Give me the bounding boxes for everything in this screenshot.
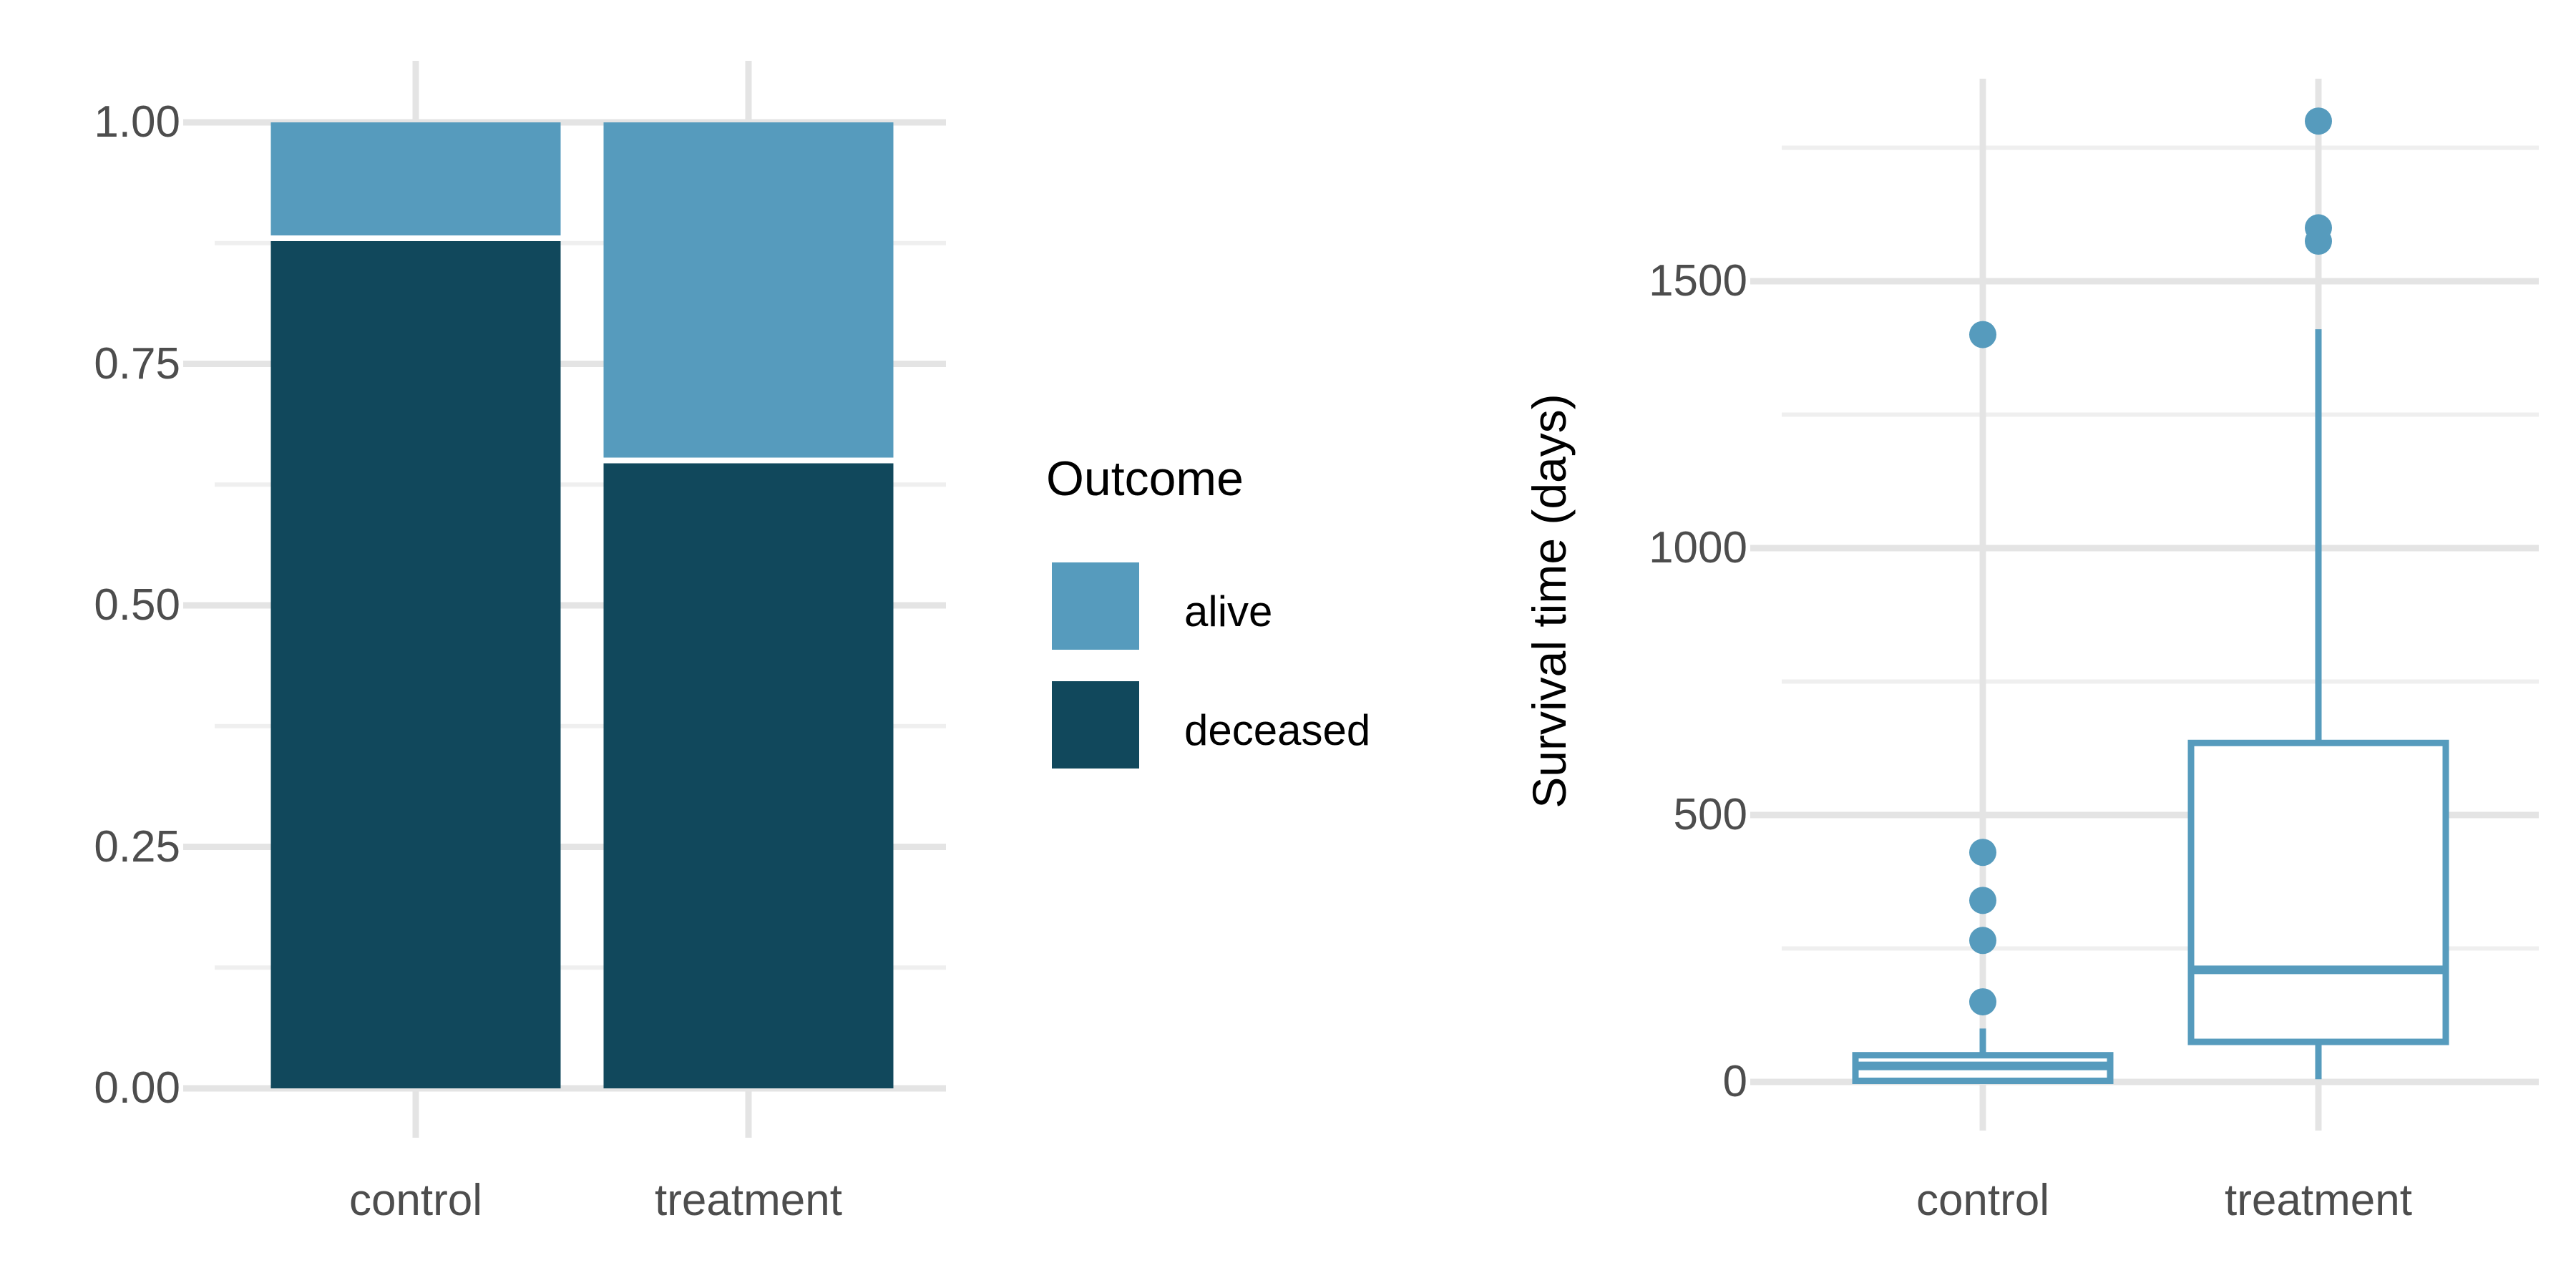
bar-segment-deceased-treatment (603, 460, 894, 1088)
legend-swatch-deceased (1052, 681, 1139, 769)
right-ytick-label: 1000 (1649, 523, 1747, 572)
bar-segment-alive-control (270, 122, 561, 238)
right-xlabel-treatment: treatment (2225, 1176, 2412, 1225)
outlier-dot-control (1969, 321, 1996, 348)
legend-label-alive: alive (1184, 587, 1273, 635)
bar-segment-separator-treatment (603, 457, 894, 464)
outlier-dot-control (1969, 988, 1996, 1016)
left-ytick-label: 0.00 (94, 1063, 180, 1113)
legend-label-deceased: deceased (1184, 706, 1371, 754)
outlier-dot-treatment (2305, 214, 2332, 242)
left-xlabel-control: control (348, 1176, 483, 1225)
legend-title: Outcome (1046, 452, 1244, 506)
outlier-dot-control (1969, 927, 1996, 955)
bar-segment-separator-control (270, 235, 561, 241)
outlier-dot-control (1969, 887, 1996, 914)
right-ytick-label: 1500 (1649, 256, 1747, 306)
left-ytick-label: 0.50 (94, 580, 180, 630)
outlier-dot-control (1969, 839, 1996, 867)
right-ytick-label: 0 (1722, 1057, 1747, 1106)
outlier-dot-treatment (2305, 107, 2332, 135)
left-ytick-label: 0.75 (94, 339, 180, 389)
right-xlabel-control: control (1916, 1176, 2050, 1225)
left-ytick-label: 1.00 (94, 97, 180, 147)
bar-segment-alive-treatment (603, 122, 894, 461)
right-ytick-label: 500 (1673, 790, 1747, 839)
bar-segment-deceased-control (270, 238, 561, 1088)
left-ytick-label: 0.25 (94, 822, 180, 872)
boxplot-box-treatment (2187, 739, 2449, 1045)
legend-swatch-alive (1052, 562, 1139, 650)
left-xlabel-treatment: treatment (655, 1176, 842, 1225)
